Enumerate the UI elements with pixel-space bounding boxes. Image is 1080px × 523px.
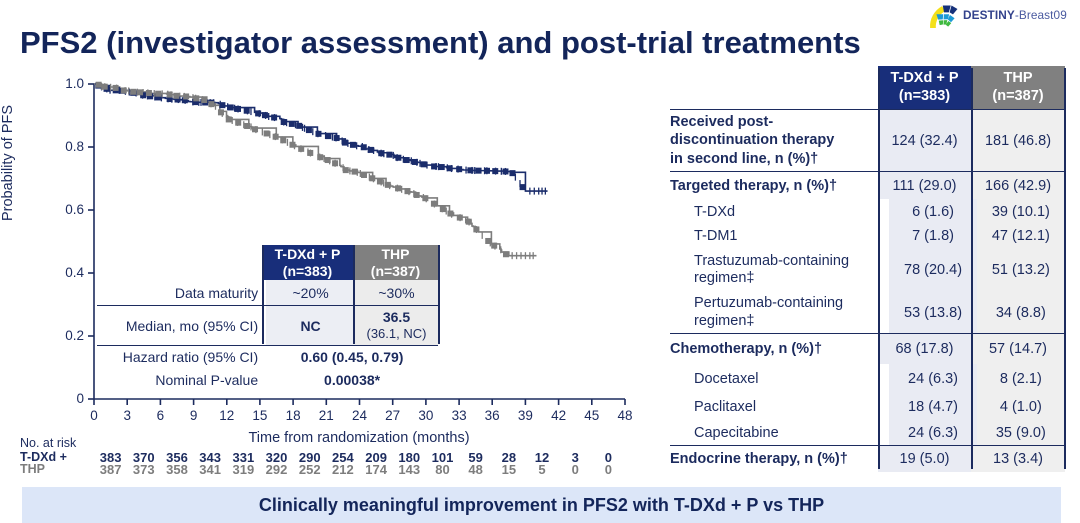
svg-text:1.0: 1.0 [65, 76, 84, 91]
svg-text:45: 45 [584, 408, 599, 423]
svg-text:0.2: 0.2 [65, 328, 84, 343]
svg-text:18: 18 [286, 408, 301, 423]
svg-text:21: 21 [319, 408, 334, 423]
svg-text:9: 9 [190, 408, 198, 423]
svg-text:0.8: 0.8 [65, 139, 84, 154]
svg-text:39: 39 [518, 408, 533, 423]
svg-text:3: 3 [123, 408, 131, 423]
svg-text:0.4: 0.4 [65, 265, 84, 280]
svg-text:6: 6 [157, 408, 165, 423]
svg-text:0.6: 0.6 [65, 202, 84, 217]
svg-text:24: 24 [352, 408, 368, 423]
svg-text:0: 0 [76, 391, 84, 406]
svg-text:27: 27 [385, 408, 400, 423]
svg-text:36: 36 [485, 408, 500, 423]
svg-text:0: 0 [90, 408, 98, 423]
svg-text:15: 15 [252, 408, 267, 423]
svg-text:12: 12 [219, 408, 234, 423]
svg-text:33: 33 [452, 408, 467, 423]
svg-text:Time from randomization (month: Time from randomization (months) [248, 430, 469, 446]
svg-text:30: 30 [418, 408, 433, 423]
svg-text:42: 42 [551, 408, 566, 423]
svg-text:48: 48 [617, 408, 632, 423]
